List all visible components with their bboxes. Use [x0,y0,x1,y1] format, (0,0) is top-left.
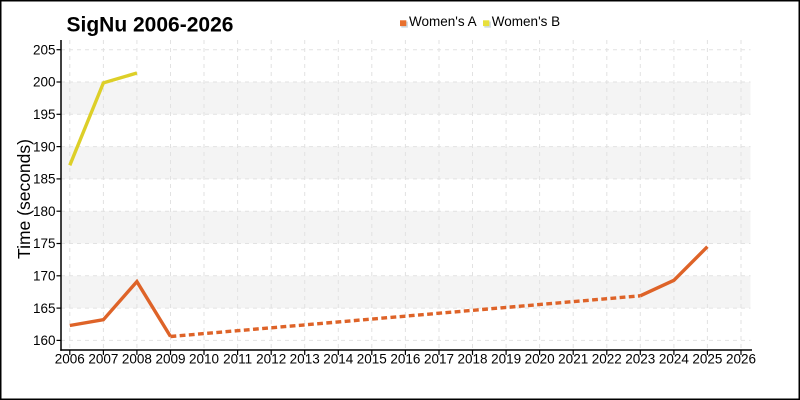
svg-text:2023: 2023 [625,352,655,367]
svg-text:2011: 2011 [223,352,252,367]
svg-text:2006: 2006 [55,352,85,367]
svg-text:2009: 2009 [155,352,185,367]
svg-text:195: 195 [33,107,56,122]
svg-text:Women's B: Women's B [492,14,560,29]
svg-text:2016: 2016 [390,352,420,367]
svg-text:2010: 2010 [189,352,219,367]
svg-text:2020: 2020 [525,352,555,367]
svg-text:175: 175 [33,236,56,251]
svg-text:2017: 2017 [424,352,454,367]
svg-text:SigNu 2006-2026: SigNu 2006-2026 [67,13,234,36]
svg-text:205: 205 [33,42,56,57]
svg-text:185: 185 [33,172,56,187]
svg-text:2014: 2014 [323,352,354,367]
svg-text:170: 170 [33,269,56,284]
svg-text:2026: 2026 [726,352,756,367]
svg-text:Time (seconds): Time (seconds) [14,139,34,259]
svg-text:2025: 2025 [692,352,722,367]
svg-text:160: 160 [33,333,56,348]
svg-text:2015: 2015 [357,352,387,367]
svg-text:190: 190 [33,139,56,154]
svg-text:2008: 2008 [122,352,152,367]
svg-text:2021: 2021 [558,352,588,367]
svg-text:Women's A: Women's A [409,14,477,29]
svg-text:2007: 2007 [88,352,118,367]
svg-text:2024: 2024 [659,352,690,367]
svg-text:2012: 2012 [256,352,286,367]
svg-text:165: 165 [33,301,56,316]
svg-text:2019: 2019 [491,352,521,367]
svg-text:2013: 2013 [290,352,320,367]
svg-text:180: 180 [33,204,56,219]
svg-text:2022: 2022 [592,352,622,367]
svg-text:2018: 2018 [457,352,487,367]
svg-text:200: 200 [33,75,56,90]
